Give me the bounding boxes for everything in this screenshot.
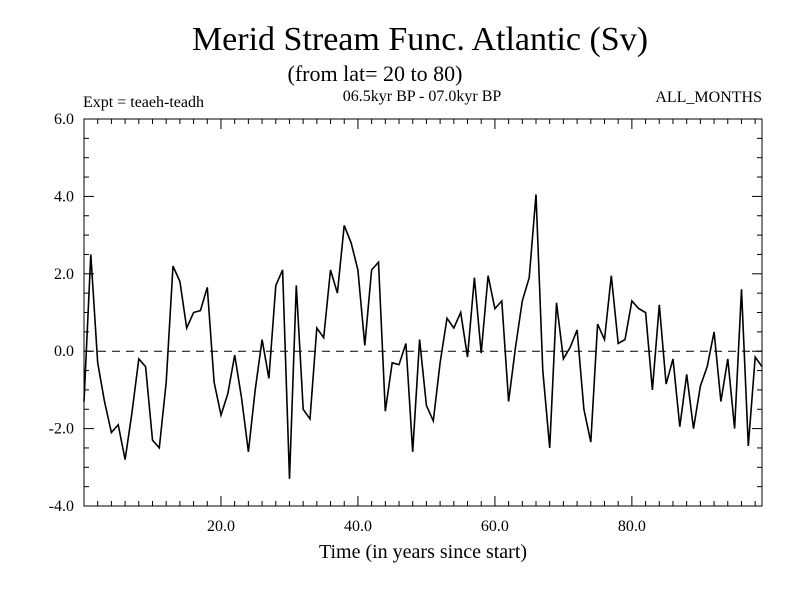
y-tick-label: 0.0 [54,343,74,360]
x-tick-label: 40.0 [344,518,372,535]
x-tick-label: 60.0 [481,518,509,535]
y-tick-label: 6.0 [54,111,74,128]
y-tick-label: -4.0 [49,498,74,515]
chart-subtitle: (from lat= 20 to 80) [288,61,463,86]
series-line [83,194,763,479]
plot-area: 20.0 40.0 60.0 80.0 -4.0 -2.0 0.0 2.0 4.0 6.0 [49,111,763,535]
x-tick-label: 20.0 [207,518,235,535]
period-label: 06.5kyr BP - 07.0kyr BP [343,88,502,105]
x-axis-label: Time (in years since start) [319,541,527,563]
x-tick-label: 80.0 [618,518,646,535]
y-tick-label: 2.0 [54,266,74,283]
months-label: ALL_MONTHS [655,89,762,106]
chart-title: Merid Stream Func. Atlantic (Sv) [192,21,648,58]
y-tick-label: -2.0 [49,421,74,438]
expt-label: Expt = teaeh-teadh [83,94,204,111]
y-tick-label: 4.0 [54,188,74,205]
